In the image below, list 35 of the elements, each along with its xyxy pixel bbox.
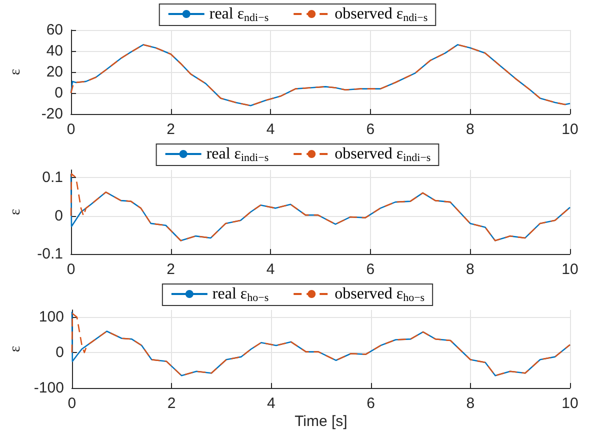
x-tick-label: 0 <box>66 261 76 278</box>
y-tick-label: 0.1 <box>42 169 63 186</box>
y-tick-label: 0 <box>54 84 63 102</box>
x-tick-label: 6 <box>366 121 375 138</box>
x-tick-label: 4 <box>266 121 275 138</box>
y-tick-label: 100 <box>38 308 64 326</box>
y-tick-label: 20 <box>46 64 63 80</box>
y-axis-title: ε <box>8 346 24 352</box>
x-tick-label: 0 <box>68 395 76 412</box>
x-tick-label: 2 <box>166 261 175 278</box>
y-axis-title: ε <box>8 208 24 216</box>
y-tick-label: 40 <box>46 42 63 60</box>
x-tick-label: 6 <box>366 395 375 412</box>
x-tick-label: 10 <box>562 121 578 138</box>
x-tick-label: 10 <box>562 261 578 278</box>
x-tick-label: 8 <box>466 395 475 412</box>
x-axis-title: Time [s] <box>294 413 348 430</box>
x-tick-label: 8 <box>466 261 474 278</box>
x-tick-label: 2 <box>167 395 176 412</box>
y-tick-label: 0 <box>56 344 64 362</box>
x-tick-label: 4 <box>266 395 276 412</box>
x-tick-label: 6 <box>366 261 375 278</box>
y-axis-title: ε <box>8 68 24 76</box>
y-tick-label: -0.1 <box>37 246 63 262</box>
x-tick-label: 2 <box>166 121 175 138</box>
x-tick-label: 8 <box>466 121 474 138</box>
x-tick-label: 0 <box>66 121 76 138</box>
y-tick-label: 0 <box>54 207 63 224</box>
y-tick-label: -20 <box>41 106 63 122</box>
line-series <box>70 44 571 106</box>
x-tick-label: 4 <box>266 261 275 278</box>
line-series <box>70 173 571 242</box>
y-tick-label: -100 <box>34 380 64 396</box>
y-tick-label: 60 <box>46 22 63 38</box>
x-tick-label: 10 <box>562 395 578 412</box>
